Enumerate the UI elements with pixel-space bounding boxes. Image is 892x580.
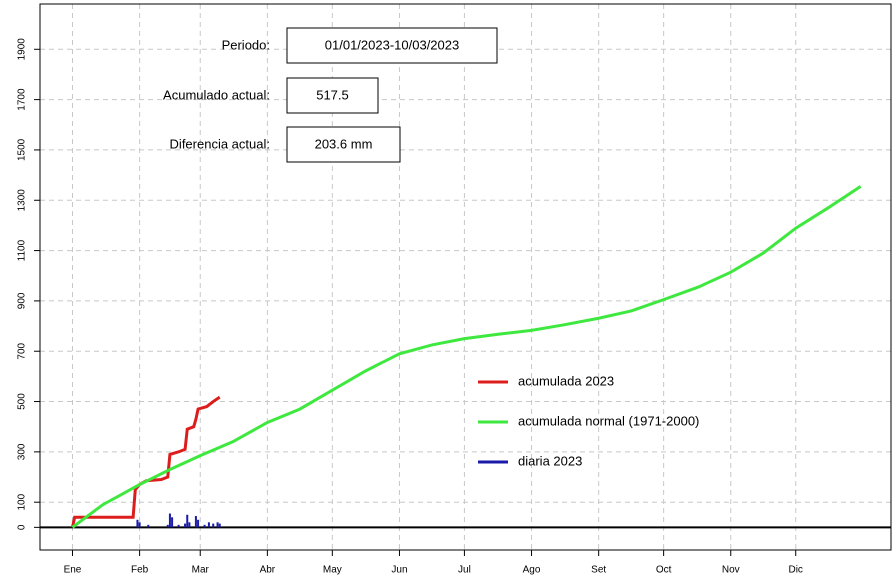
y-tick-label: 0 — [17, 524, 28, 530]
x-tick-label: Jun — [391, 565, 407, 576]
y-tick-label: 500 — [17, 393, 28, 410]
y-tick-label: 1500 — [17, 138, 28, 161]
legend-label: acumulada normal (1971-2000) — [518, 413, 699, 428]
y-tick-label: 100 — [17, 493, 28, 510]
info-value: 203.6 mm — [315, 136, 373, 151]
info-label: Acumulado actual: — [163, 87, 270, 102]
x-tick-label: Set — [591, 565, 606, 576]
info-value: 01/01/2023-10/03/2023 — [325, 37, 459, 52]
info-box — [286, 77, 379, 114]
x-tick-label: Feb — [131, 565, 149, 576]
info-box — [286, 126, 401, 163]
x-tick-label: Jul — [458, 565, 471, 576]
x-tick-label: Abr — [260, 565, 276, 576]
x-tick-label: Ene — [64, 565, 82, 576]
info-box — [286, 27, 498, 64]
x-tick-label: May — [323, 565, 342, 576]
info-label: Diferencia actual: — [170, 136, 270, 151]
y-tick-label: 1100 — [17, 239, 28, 261]
series-line — [71, 395, 221, 528]
y-tick-label: 900 — [17, 292, 28, 309]
y-tick-label: 1700 — [17, 88, 28, 111]
info-label: Periodo: — [222, 37, 270, 52]
x-tick-label: Oct — [656, 565, 672, 576]
y-tick-label: 700 — [17, 342, 28, 359]
x-tick-label: Mar — [192, 565, 210, 576]
y-tick-label: 300 — [17, 443, 28, 460]
y-tick-label: 1300 — [17, 189, 28, 212]
x-tick-label: Ago — [523, 565, 541, 576]
y-tick-label: 1900 — [17, 38, 28, 61]
legend-label: diaria 2023 — [518, 453, 582, 468]
legend-label: acumulada 2023 — [518, 373, 614, 388]
series-line — [71, 185, 862, 529]
x-tick-label: Nov — [722, 565, 740, 576]
plot-frame — [39, 3, 892, 551]
x-tick-label: Dic — [788, 565, 802, 576]
info-value: 517.5 — [316, 87, 349, 102]
